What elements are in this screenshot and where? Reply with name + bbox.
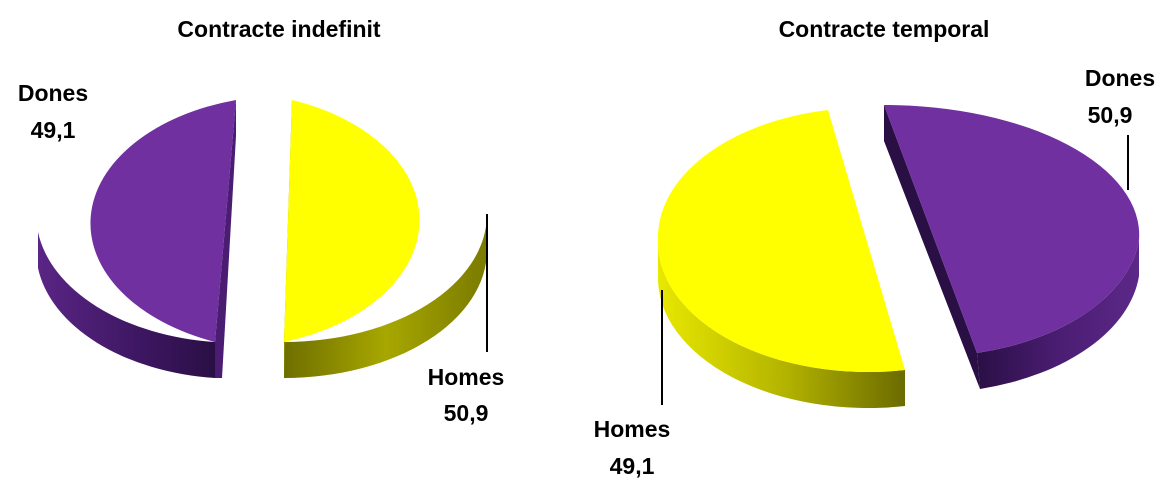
slice-label-homes: Homes (594, 416, 671, 442)
chart-title: Contracte indefinit (177, 16, 381, 42)
slice-label-dones: Dones (18, 80, 88, 106)
pie-slice-homes (657, 110, 905, 409)
pie-slice-homes (284, 100, 487, 378)
slice-value-homes: 49,1 (610, 453, 655, 479)
chart-title: Contracte temporal (779, 16, 990, 42)
slice-label-dones: Dones (1085, 65, 1155, 91)
pie-slice-dones (884, 104, 1140, 389)
pie-slice-dones (38, 100, 237, 378)
slice-value-homes: 50,9 (444, 400, 489, 426)
slice-value-dones: 50,9 (1088, 102, 1133, 128)
chart-indefinit: Contracte indefinit Dones 49,1 Homes 50,… (18, 16, 505, 426)
slice-value-dones: 49,1 (31, 117, 76, 143)
chart-temporal: Contracte temporal Dones 50,9 Homes 49,1 (594, 16, 1156, 479)
slice-label-homes: Homes (428, 364, 505, 390)
